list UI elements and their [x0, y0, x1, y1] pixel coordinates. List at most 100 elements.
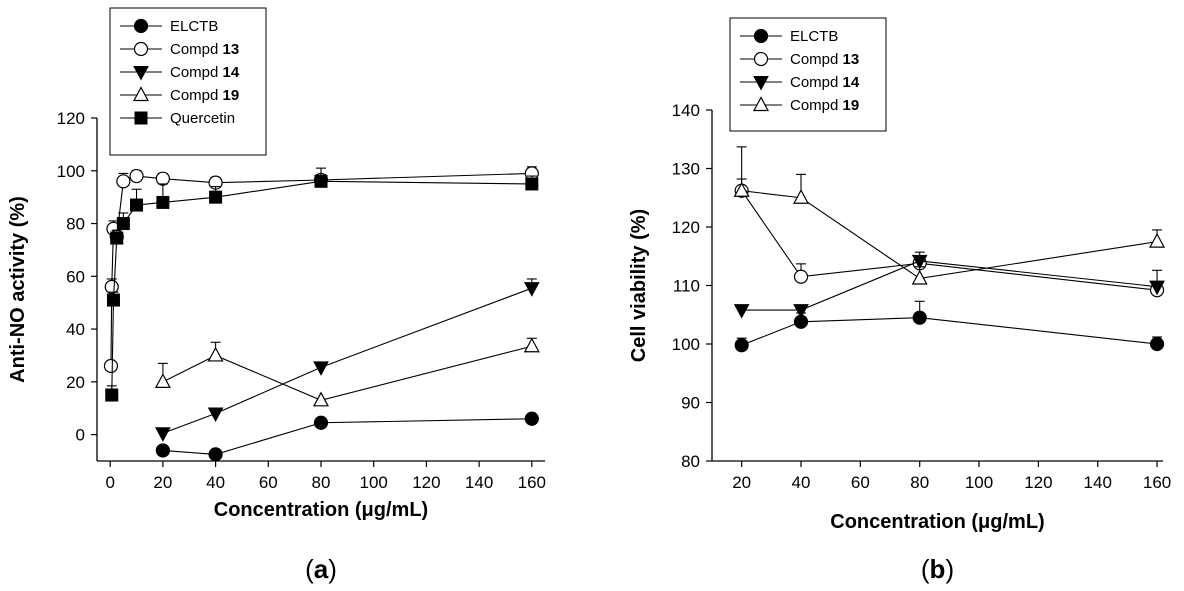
panel-label: (b)	[921, 554, 954, 584]
series-line	[741, 260, 1158, 311]
legend-marker	[133, 18, 149, 34]
legend-label-text: ELCTB	[170, 18, 218, 35]
series-2	[155, 278, 540, 442]
legend-marker	[753, 76, 769, 91]
series-line	[741, 190, 1158, 291]
x-tick-label: 60	[851, 473, 870, 492]
data-point	[1149, 280, 1165, 296]
data-point	[314, 174, 328, 188]
data-point	[207, 346, 224, 362]
data-point	[912, 310, 927, 325]
legend-marker	[753, 51, 769, 67]
x-tick-label: 40	[206, 473, 225, 492]
panel-label-open: (	[305, 554, 314, 584]
y-tick-label: 60	[66, 267, 85, 286]
data-point	[312, 391, 330, 407]
y-tick-label: 130	[672, 160, 700, 179]
legend-label-number: 19	[223, 87, 240, 104]
x-tick-label: 80	[910, 473, 929, 492]
chart-panel-a: 0 20 40 60 80 100 120 0 20 40 60 80 100 120 140 160 Conc…	[7, 7, 546, 584]
y-tick-label: 100	[672, 335, 700, 354]
x-tick-label: 140	[1084, 473, 1112, 492]
legend-label-text: Compd	[790, 74, 843, 91]
y-tick-label: 120	[672, 218, 700, 237]
x-tick-label: 0	[105, 473, 114, 492]
y-tick-label: 80	[66, 215, 85, 234]
data-point	[525, 177, 539, 191]
legend-marker	[134, 111, 148, 125]
data-point	[155, 443, 170, 458]
x-axis-label: Concentration (μg/mL)	[830, 511, 1044, 533]
legend-label-text: ELCTB	[790, 28, 838, 45]
x-tick-label: 160	[518, 473, 546, 492]
panel-label: (a)	[305, 554, 337, 584]
x-tick-label: 100	[360, 473, 388, 492]
data-point	[733, 181, 750, 197]
series-0	[155, 411, 539, 462]
data-point	[734, 338, 749, 353]
legend-label-number: 14	[223, 64, 240, 81]
data-point	[911, 254, 928, 270]
data-point	[208, 447, 223, 462]
y-tick-label: 110	[673, 277, 700, 296]
data-point	[523, 337, 540, 353]
series-1	[103, 166, 539, 374]
series-line	[110, 172, 532, 367]
data-point	[103, 358, 119, 374]
data-point	[154, 373, 171, 388]
data-point	[104, 279, 119, 294]
series-line	[162, 345, 532, 401]
data-point	[524, 411, 539, 426]
panel-label-close: )	[328, 554, 337, 584]
series-line	[741, 317, 1158, 346]
data-point	[209, 190, 223, 204]
legend-label-text: Compd	[790, 51, 843, 68]
y-axis-label: Anti-NO activity (%)	[7, 196, 29, 383]
legend-marker	[133, 41, 149, 57]
data-point	[130, 198, 144, 212]
data-point	[793, 188, 810, 204]
series-2	[733, 251, 1165, 319]
x-tick-label: 120	[412, 473, 440, 492]
data-point	[129, 168, 144, 184]
chart-panel-b: 80 90 100 110 120 130 140 20 40 60 80 100 120 140 160 C…	[628, 17, 1171, 584]
legend-label: Compd 14	[170, 64, 240, 81]
series-line	[162, 418, 532, 455]
legend-marker	[753, 28, 769, 44]
x-axis-label: Concentration (μg/mL)	[214, 499, 428, 521]
x-tick-label: 60	[259, 473, 278, 492]
data-point	[793, 304, 809, 319]
y-tick-label: 0	[76, 426, 85, 445]
x-tick-label: 20	[153, 473, 172, 492]
legend-label: Compd 19	[170, 87, 239, 104]
data-point	[116, 217, 130, 231]
data-point	[155, 171, 170, 186]
data-point	[155, 427, 171, 442]
data-point	[523, 282, 540, 297]
y-axis-label: Cell viability (%)	[628, 209, 650, 362]
panel-label-close: )	[945, 554, 954, 584]
legend-label: Quercetin	[170, 110, 235, 127]
data-point	[116, 174, 131, 189]
legend-label-text: Compd	[170, 64, 223, 81]
legend-label-number: 13	[843, 51, 860, 68]
x-tick-label: 160	[1143, 473, 1171, 492]
legend-label: ELCTB	[790, 28, 838, 45]
legend-label-text: Compd	[790, 97, 843, 114]
x-tick-label: 80	[312, 473, 331, 492]
legend-box	[109, 7, 267, 156]
legend-label-number: 19	[843, 97, 860, 114]
data-point	[110, 231, 124, 245]
data-point	[207, 407, 224, 423]
series-3	[733, 146, 1166, 285]
data-point	[156, 195, 170, 209]
y-tick-label: 100	[57, 162, 85, 181]
y-tick-label: 40	[66, 320, 85, 339]
legend-label: Compd 14	[790, 74, 860, 91]
y-tick-label: 120	[57, 109, 85, 128]
y-tick-label: 20	[66, 373, 85, 392]
data-point	[1149, 232, 1166, 248]
y-tick-label: 80	[681, 452, 700, 471]
legend-label: Compd 13	[170, 41, 239, 58]
